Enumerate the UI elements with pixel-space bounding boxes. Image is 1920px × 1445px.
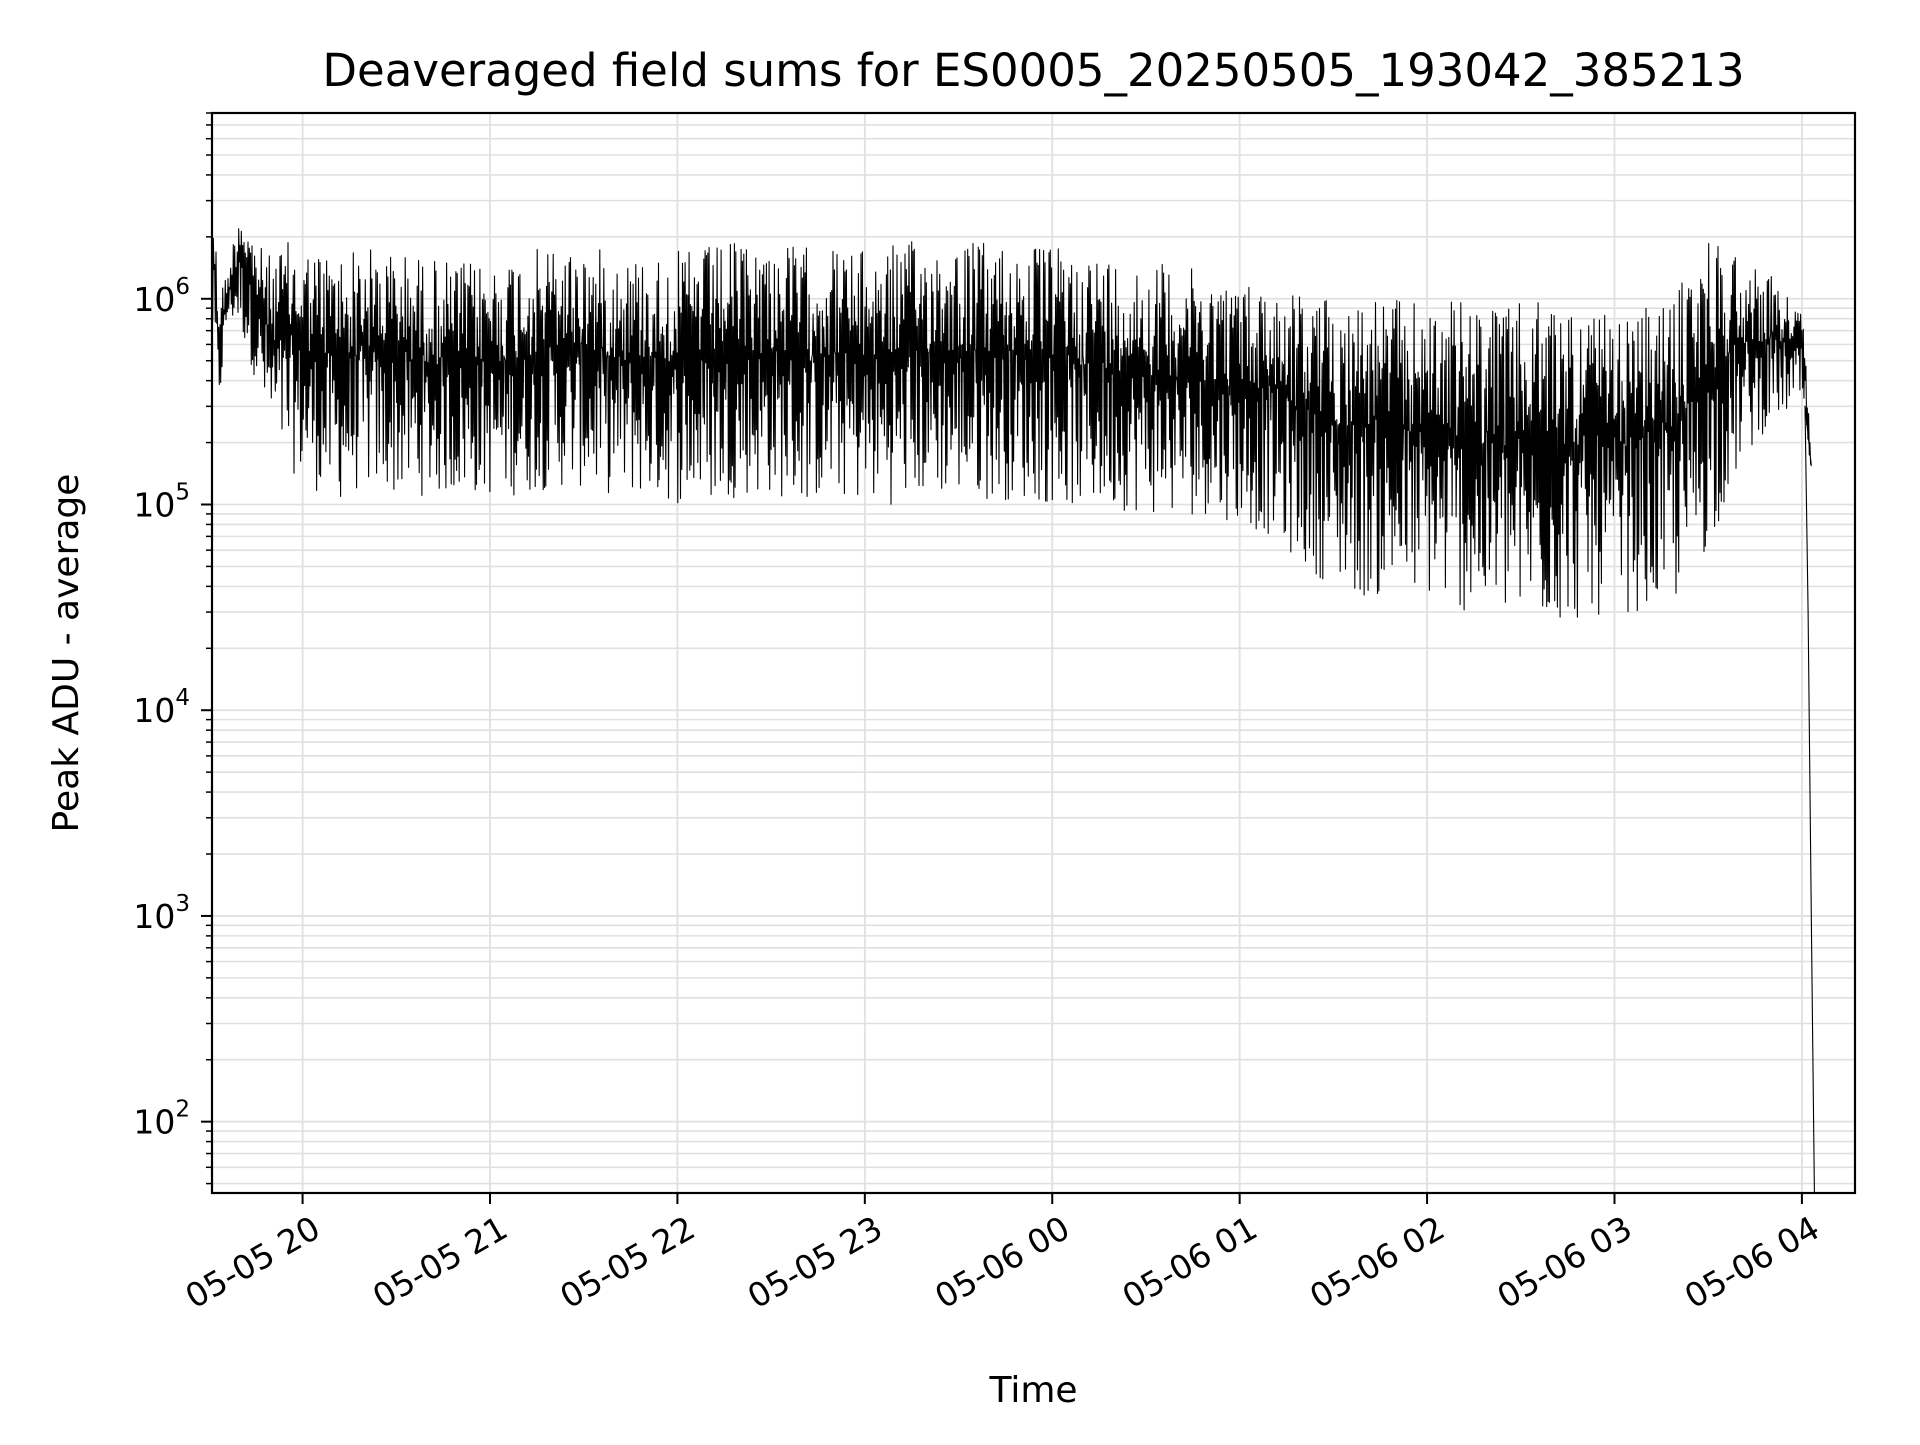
plot-frame bbox=[210, 111, 1857, 1195]
y-tick-label: 106 bbox=[133, 274, 190, 319]
data-series-line bbox=[211, 217, 1815, 1194]
data-series bbox=[211, 217, 1815, 1194]
y-tick-label: 103 bbox=[133, 891, 190, 936]
y-tick-label: 105 bbox=[133, 480, 190, 525]
y-tick-label: 104 bbox=[133, 685, 190, 730]
y-axis-label: Peak ADU - average bbox=[46, 474, 87, 833]
x-axis-label: Time bbox=[988, 1370, 1077, 1411]
chart-title: Deaveraged field sums for ES0005_2025050… bbox=[322, 44, 1744, 97]
y-tick-label: 102 bbox=[133, 1097, 190, 1142]
